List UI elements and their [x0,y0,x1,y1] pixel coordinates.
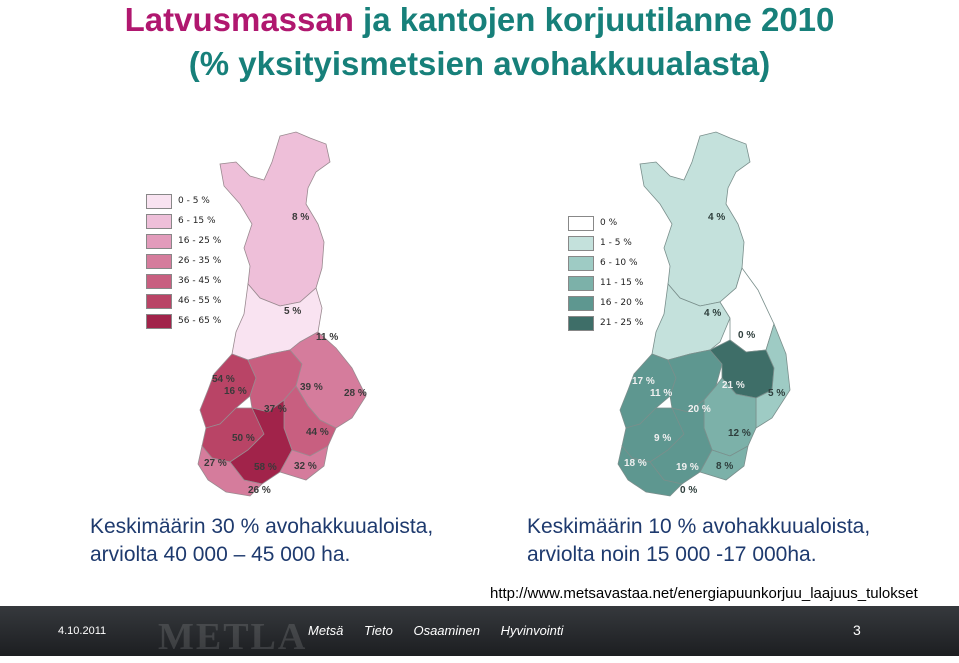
left-map-caption: Keskimäärin 30 % avohakkuualoista, arvio… [90,513,433,569]
tagline-word: Metsä [308,623,344,638]
right-label: 20 % [688,404,711,415]
legend-label: 36 - 45 % [178,276,222,286]
left-caption-line1: Keskimäärin 30 % avohakkuualoista, [90,515,434,538]
left-label: 39 % [300,382,323,393]
left-map-svg: 8 % 5 % 11 % 54 % 16 % 39 % 28 % 37 % 44… [197,131,367,497]
right-label: 21 % [722,380,745,391]
legend-label: 16 - 20 % [600,298,644,308]
left-label: 28 % [344,388,367,399]
legend-label: 0 % [600,218,618,228]
right-caption-line2: arviolta noin 15 000 -17 000ha. [527,543,817,566]
left-region-south [229,399,293,485]
right-region-southeast [699,445,749,481]
legend-swatch [568,296,594,311]
legend-label: 6 - 10 % [600,258,638,268]
left-label: 54 % [212,374,235,385]
legend-swatch [568,276,594,291]
left-label: 37 % [264,404,287,415]
left-finland-map: 8 % 5 % 11 % 54 % 16 % 39 % 28 % 37 % 44… [140,128,390,508]
right-label: 5 % [768,388,785,399]
left-region-lapland [219,131,331,307]
legend-label: 1 - 5 % [600,238,632,248]
right-region-south [649,399,713,485]
footer-tagline: Metsä Tieto Osaaminen Hyvinvointi [308,623,580,638]
left-label: 32 % [294,461,317,472]
left-caption-line2: arviolta 40 000 – 45 000 ha. [90,543,351,566]
legend-swatch [568,256,594,271]
right-caption-line1: Keskimäärin 10 % avohakkuualoista, [527,515,871,538]
legend-swatch [146,314,172,329]
legend-label: 6 - 15 % [178,216,216,226]
left-label: 50 % [232,433,255,444]
right-finland-map: 4 % 4 % 0 % 17 % 11 % 21 % 5 % 20 % 12 %… [560,128,810,508]
right-label: 8 % [716,461,733,472]
left-region-coast [197,445,263,497]
legend-label: 56 - 65 % [178,316,222,326]
legend-swatch [146,194,172,209]
right-region-coast [617,445,683,497]
legend-swatch [146,214,172,229]
right-map-caption: Keskimäärin 10 % avohakkuualoista, arvio… [527,513,870,569]
legend-label: 21 - 25 % [600,318,644,328]
legend-label: 26 - 35 % [178,256,222,266]
right-label: 11 % [650,388,672,399]
title-accent-word: Latvusmassan [124,1,354,38]
legend-swatch [568,316,594,331]
legend-label: 0 - 5 % [178,196,210,206]
legend-label: 16 - 25 % [178,236,222,246]
source-link[interactable]: http://www.metsavastaa.net/energiapuunko… [490,585,918,602]
slide-title-line1: Latvusmassan ja kantojen korjuutilanne 2… [0,0,959,40]
left-label: 16 % [224,386,247,397]
right-label: 9 % [654,433,671,444]
right-label: 4 % [704,308,721,319]
right-map-svg: 4 % 4 % 0 % 17 % 11 % 21 % 5 % 20 % 12 %… [617,131,791,497]
legend-swatch [146,294,172,309]
left-label: 58 % [254,462,277,473]
legend-swatch [146,234,172,249]
legend-label: 46 - 55 % [178,296,222,306]
tagline-word: Osaaminen [413,623,480,638]
right-label: 12 % [728,428,751,439]
right-label: 0 % [680,485,697,496]
footer-date: 4.10.2011 [58,625,107,637]
tagline-word: Hyvinvointi [500,623,564,638]
right-label: 18 % [624,458,647,469]
right-label: 4 % [708,212,725,223]
left-region-southeast [279,445,329,481]
legend-swatch [146,274,172,289]
tagline-word: Tieto [364,623,393,638]
slide-title-line2: (% yksityismetsien avohakkuualasta) [188,45,771,82]
left-label: 26 % [248,485,271,496]
left-label: 44 % [306,427,329,438]
left-label: 5 % [284,306,301,317]
right-region-east [755,322,791,429]
metla-logo: METLA [158,616,308,658]
right-label: 19 % [676,462,699,473]
slide-footer: 4.10.2011 METLA Metsä Tieto Osaaminen Hy… [0,606,959,656]
legend-swatch [568,216,594,231]
left-label: 27 % [204,458,227,469]
legend-swatch [146,254,172,269]
right-label: 17 % [632,376,655,387]
right-region-lapland [639,131,751,307]
legend-label: 11 - 15 % [600,278,644,288]
legend-swatch [568,236,594,251]
left-label: 11 % [316,332,338,343]
page-number: 3 [853,622,861,638]
title-line1-rest: ja kantojen korjuutilanne 2010 [353,1,835,38]
right-label: 0 % [738,330,755,341]
left-label: 8 % [292,212,309,223]
